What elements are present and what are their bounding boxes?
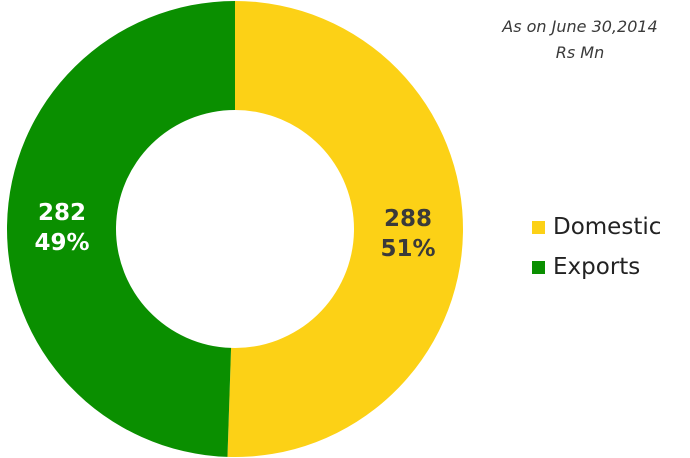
unit-label: Rs Mn xyxy=(555,43,605,62)
legend-item-exports: Exports xyxy=(532,247,661,287)
data-label-exports: 282 49% xyxy=(34,200,89,256)
chart-note: As on June 30,2014 Rs Mn xyxy=(470,14,690,66)
donut-chart: 288 51% 282 49% xyxy=(7,1,464,457)
legend-item-domestic: Domestic xyxy=(532,207,661,247)
legend-swatch-exports xyxy=(532,260,545,274)
data-label-domestic: 288 51% xyxy=(380,206,435,262)
chart-legend: Domestic Exports xyxy=(532,207,661,287)
as-on-date: As on June 30,2014 xyxy=(502,17,658,36)
donut-slice-exports xyxy=(7,1,235,457)
legend-label-domestic: Domestic xyxy=(553,214,662,240)
legend-swatch-domestic xyxy=(532,220,545,234)
donut-slice-domestic xyxy=(227,1,464,457)
legend-label-exports: Exports xyxy=(553,254,641,280)
